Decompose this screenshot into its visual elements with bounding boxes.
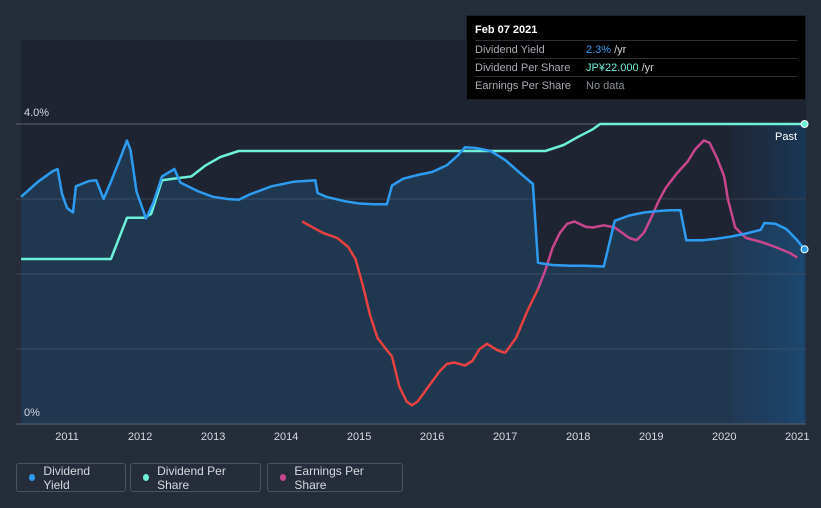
series-line-earnings-per-share [536, 139, 798, 290]
plot-area-shade [21, 40, 807, 424]
legend-item-earnings-per-share[interactable]: Earnings Per Share [267, 463, 403, 492]
series-line-dividend-yield [20, 139, 806, 268]
dividend-per-share-end-point[interactable] [800, 120, 809, 128]
past-label: Past [775, 131, 797, 143]
x-axis-ticks: 2011 2012 2013 2014 2015 2016 2017 2018 2019 2020… [55, 431, 809, 443]
x-tick-label: 2015 [347, 431, 371, 443]
tooltip-row-value: No data [586, 79, 625, 92]
legend-item-dividend-yield[interactable]: Dividend Yield [16, 463, 126, 492]
x-tick-label: 2013 [201, 431, 225, 443]
dividend-yield-area [21, 140, 805, 424]
tooltip-row-label: Dividend Yield [475, 43, 545, 56]
x-tick-label: 2012 [128, 431, 152, 443]
legend-item-dividend-per-share[interactable]: Dividend Per Share [130, 463, 261, 492]
x-tick-label: 2019 [639, 431, 663, 443]
tooltip-rows: Dividend Yield 2.3%/yr Dividend Per Share J… [475, 40, 797, 94]
x-tick-label: 2020 [712, 431, 736, 443]
x-tick-label: 2018 [566, 431, 590, 443]
series-line-dividend-per-share [21, 122, 805, 261]
legend-dot-icon [280, 474, 287, 481]
legend-dot-icon [143, 474, 150, 481]
legend-dot-icon [29, 474, 36, 481]
x-tick-label: 2021 [785, 431, 809, 443]
legend-label: Dividend Per Share [157, 463, 226, 492]
x-tick-label: 2014 [274, 431, 298, 443]
tooltip-row-unit: /yr [614, 43, 627, 56]
tooltip-row-label: Earnings Per Share [475, 79, 571, 92]
y-tick-label-top: 4.0% [24, 107, 49, 119]
tooltip-row: Dividend Per Share JP¥22.000/yr [475, 58, 797, 76]
x-tick-label: 2011 [55, 431, 79, 443]
legend-label: Dividend Yield [43, 463, 91, 492]
series-line-earnings-per-share-decline [301, 220, 540, 407]
dividend-yield-end-point[interactable] [800, 245, 809, 254]
tooltip-row: Dividend Yield 2.3%/yr [475, 40, 797, 58]
tooltip-row: Earnings Per Share No data [475, 76, 797, 94]
tooltip-row-unit: /yr [641, 61, 654, 74]
tooltip-date: Feb 07 2021 [475, 24, 538, 36]
y-tick-label-bottom: 0% [24, 407, 40, 419]
x-tick-label: 2016 [420, 431, 444, 443]
x-tick-label: 2017 [493, 431, 517, 443]
hover-tooltip: Feb 07 2021 Dividend Yield 2.3%/yr Dividen… [466, 15, 806, 100]
tooltip-row-label: Dividend Per Share [475, 61, 571, 74]
tooltip-row-value: 2.3% [586, 43, 612, 56]
legend-label: Earnings Per Share [294, 463, 364, 492]
tooltip-row-value: JP¥22.000 [586, 61, 639, 74]
